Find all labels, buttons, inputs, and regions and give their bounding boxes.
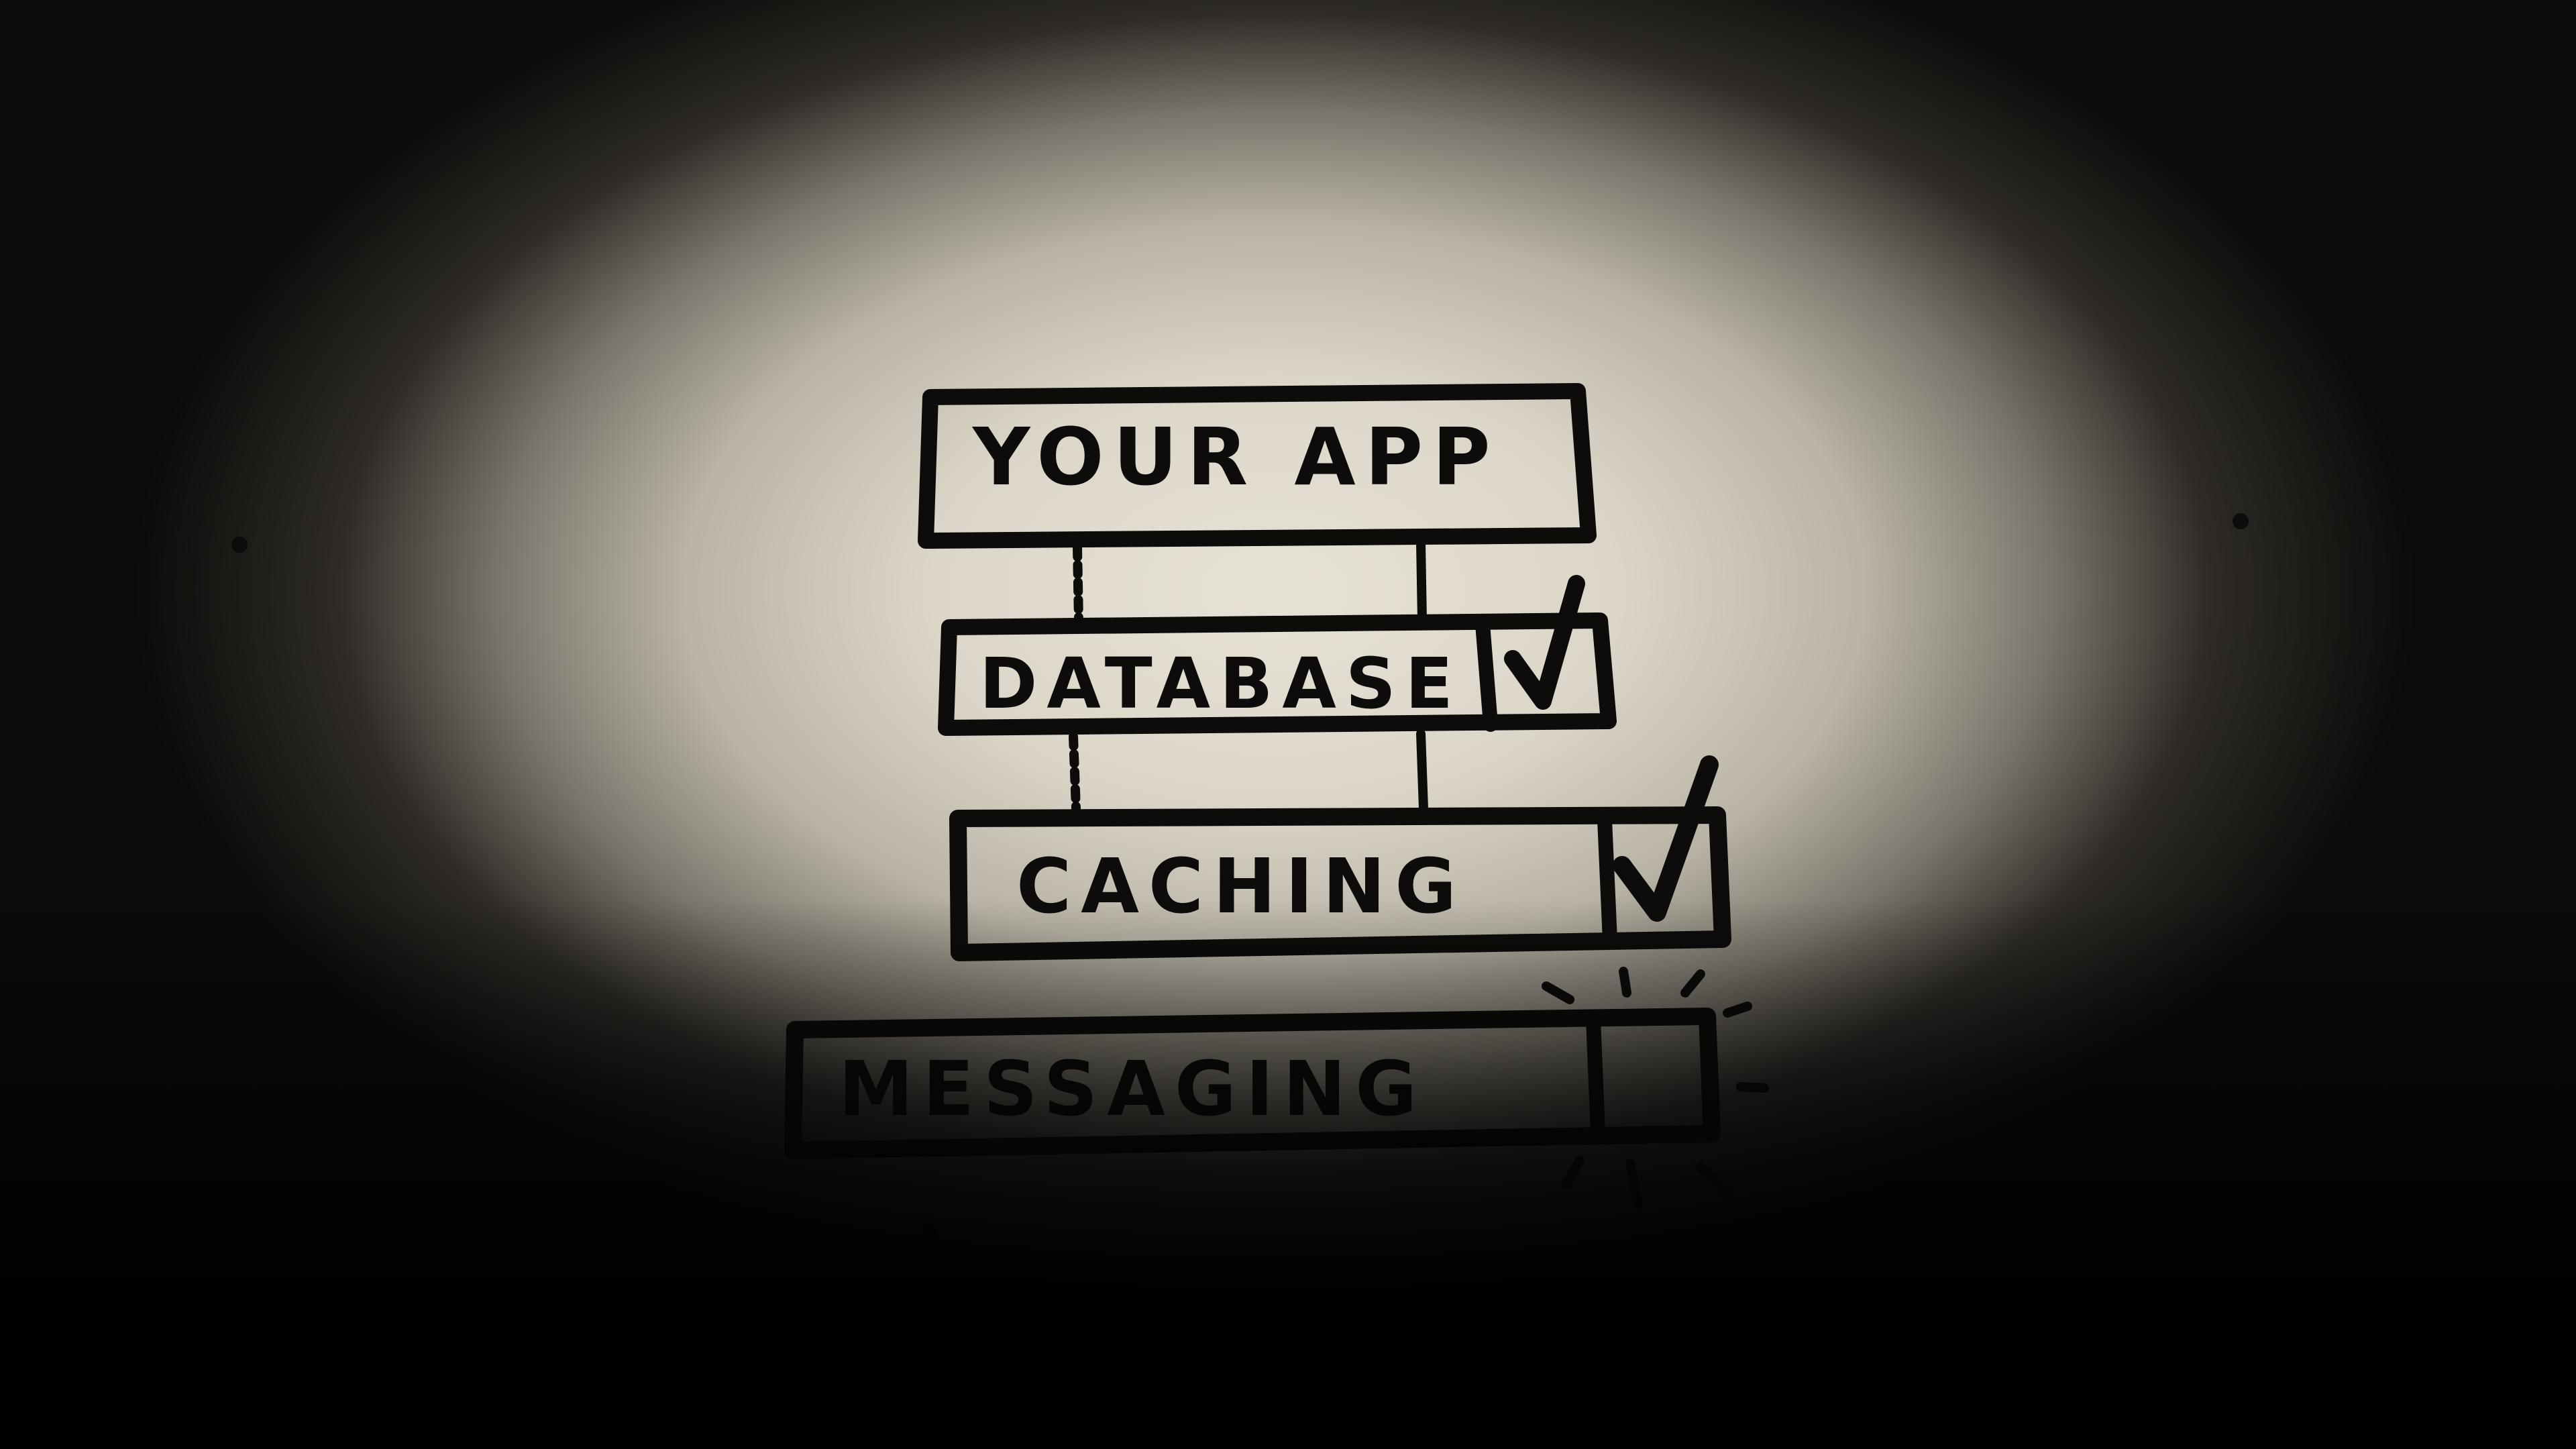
- caching-label: CACHING: [1016, 843, 1466, 930]
- caching-checkmark-icon: [1613, 755, 1719, 922]
- messaging-checkbox-divider: [1586, 1012, 1605, 1140]
- connector-database-caching: [1069, 729, 1428, 813]
- layer-messaging: MESSAGING: [784, 967, 1769, 1209]
- your-app-label: YOUR APP: [971, 411, 1500, 503]
- layer-your-app: YOUR APP: [918, 383, 1597, 549]
- messaging-label: MESSAGING: [839, 1046, 1426, 1133]
- messaging-highlight-burst-icon: [1542, 967, 1769, 1209]
- corner-dot-bottom-left: [922, 1224, 936, 1239]
- corner-dot-right: [2233, 513, 2249, 529]
- database-label: DATABASE: [979, 643, 1462, 724]
- database-checkbox-divider: [1475, 616, 1498, 732]
- layer-database: DATABASE: [938, 575, 1617, 736]
- connector-app-database: [1073, 539, 1427, 625]
- corner-dot-left: [231, 537, 248, 553]
- corner-dot-bottom-right: [2357, 1168, 2372, 1183]
- database-checkmark-icon: [1504, 575, 1585, 710]
- caching-checkbox-divider: [1597, 812, 1617, 948]
